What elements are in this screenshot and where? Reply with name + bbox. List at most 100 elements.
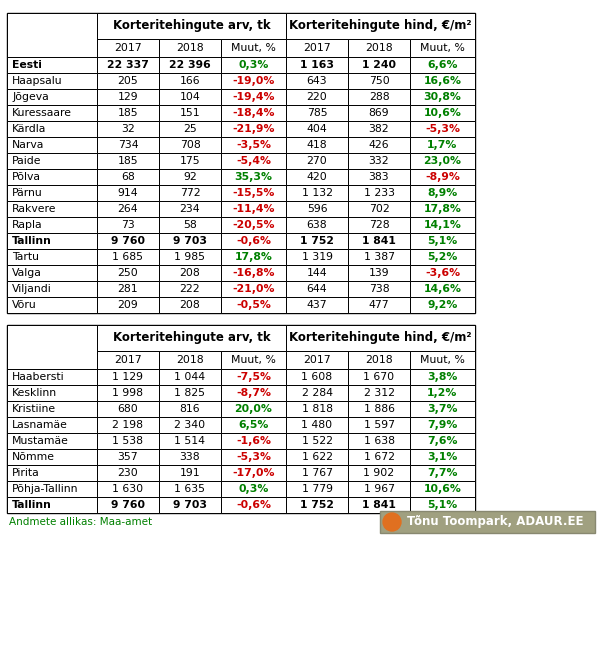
Bar <box>348 137 410 153</box>
Text: 1 767: 1 767 <box>302 468 332 478</box>
Bar <box>348 73 410 89</box>
Bar <box>221 121 286 137</box>
Text: 208: 208 <box>179 300 200 310</box>
Bar <box>221 281 286 297</box>
Text: 914: 914 <box>118 188 139 198</box>
Text: 9 760: 9 760 <box>111 500 145 510</box>
Bar <box>348 105 410 121</box>
Text: 250: 250 <box>118 268 139 278</box>
Bar <box>7 13 475 313</box>
Text: 1 622: 1 622 <box>302 452 332 462</box>
Bar <box>348 297 410 313</box>
Text: Kristiine: Kristiine <box>12 404 56 414</box>
Text: 1 841: 1 841 <box>362 500 396 510</box>
Text: Paide: Paide <box>12 156 41 166</box>
Bar <box>97 153 159 169</box>
Bar <box>348 89 410 105</box>
Text: 1 387: 1 387 <box>364 252 395 262</box>
Bar <box>286 325 475 351</box>
Text: -7,5%: -7,5% <box>236 372 271 382</box>
Text: Muut, %: Muut, % <box>231 355 276 365</box>
Text: 702: 702 <box>368 204 389 214</box>
Bar <box>410 39 475 57</box>
Bar <box>159 233 221 249</box>
Bar <box>159 201 221 217</box>
Bar <box>348 497 410 513</box>
Bar <box>410 153 475 169</box>
Circle shape <box>383 513 401 531</box>
Text: ©: © <box>387 517 397 527</box>
Text: Viljandi: Viljandi <box>12 284 52 294</box>
Text: 1 985: 1 985 <box>175 252 205 262</box>
Text: -0,6%: -0,6% <box>236 236 271 246</box>
Bar <box>7 325 97 369</box>
Bar <box>348 351 410 369</box>
Bar <box>348 39 410 57</box>
Bar <box>410 185 475 201</box>
Text: -1,6%: -1,6% <box>236 436 271 446</box>
Text: 426: 426 <box>368 140 389 150</box>
Bar <box>410 297 475 313</box>
Bar <box>348 217 410 233</box>
Bar <box>221 369 286 385</box>
Text: Võru: Võru <box>12 300 37 310</box>
Bar <box>348 449 410 465</box>
Bar <box>97 265 159 281</box>
Bar <box>7 265 97 281</box>
Text: 5,2%: 5,2% <box>427 252 458 262</box>
Bar <box>159 401 221 417</box>
Text: -21,0%: -21,0% <box>232 284 275 294</box>
Text: -19,0%: -19,0% <box>232 76 275 86</box>
Text: 9,2%: 9,2% <box>427 300 458 310</box>
Bar <box>286 369 348 385</box>
Bar <box>159 417 221 433</box>
Bar <box>159 265 221 281</box>
Text: 68: 68 <box>121 172 135 182</box>
Bar <box>410 89 475 105</box>
Text: 1,7%: 1,7% <box>427 140 458 150</box>
Bar <box>410 73 475 89</box>
Text: 185: 185 <box>118 156 139 166</box>
Text: Tallinn: Tallinn <box>12 236 52 246</box>
Text: 92: 92 <box>183 172 197 182</box>
Bar <box>159 465 221 481</box>
Text: 404: 404 <box>307 124 328 134</box>
Bar <box>221 385 286 401</box>
Text: 332: 332 <box>368 156 389 166</box>
Bar <box>221 417 286 433</box>
Bar <box>7 369 97 385</box>
Bar <box>159 169 221 185</box>
Text: 32: 32 <box>121 124 135 134</box>
Text: 5,1%: 5,1% <box>427 236 458 246</box>
Text: 1 779: 1 779 <box>302 484 332 494</box>
Text: 3,7%: 3,7% <box>427 404 458 414</box>
Bar <box>159 497 221 513</box>
Bar <box>159 281 221 297</box>
Text: 30,8%: 30,8% <box>424 92 461 102</box>
Bar <box>159 449 221 465</box>
Text: 2018: 2018 <box>176 43 204 53</box>
Text: -19,4%: -19,4% <box>232 92 275 102</box>
Text: -16,8%: -16,8% <box>232 268 275 278</box>
Text: 166: 166 <box>179 76 200 86</box>
Text: 230: 230 <box>118 468 139 478</box>
Bar <box>286 281 348 297</box>
Text: 869: 869 <box>368 108 389 118</box>
Text: 734: 734 <box>118 140 139 150</box>
Bar <box>348 249 410 265</box>
Bar <box>348 169 410 185</box>
Bar <box>286 89 348 105</box>
Text: 1 597: 1 597 <box>364 420 395 430</box>
Bar <box>7 481 97 497</box>
Bar <box>286 497 348 513</box>
Text: -5,4%: -5,4% <box>236 156 271 166</box>
Bar <box>348 401 410 417</box>
Bar <box>348 265 410 281</box>
Bar <box>7 13 97 57</box>
Bar <box>286 465 348 481</box>
Text: Tartu: Tartu <box>12 252 39 262</box>
Text: 281: 281 <box>118 284 139 294</box>
Text: 73: 73 <box>121 220 135 230</box>
Bar <box>410 497 475 513</box>
Text: Kuressaare: Kuressaare <box>12 108 72 118</box>
